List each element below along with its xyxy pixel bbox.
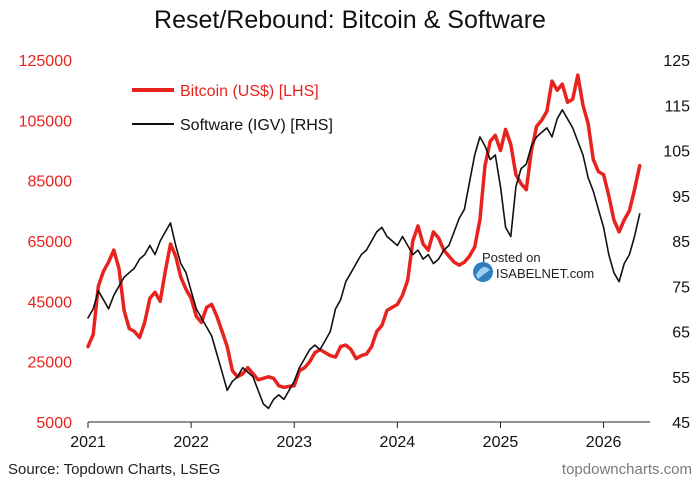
watermark-line2: ISABELNET.com [496,266,594,281]
x-tick-label: 2026 [586,434,622,451]
left-tick-label: 65000 [28,234,73,251]
right-tick-label: 75 [672,279,690,296]
right-axis-ticks: 45 55 65 75 85 95 105 115 125 [663,53,690,432]
legend: Bitcoin (US$) [LHS] Software (IGV) [RHS] [132,83,333,134]
right-tick-label: 115 [664,98,690,115]
isabelnet-logo-mark [476,266,490,279]
left-tick-label: 5000 [36,415,72,432]
watermark: Posted on ISABELNET.com [473,250,594,282]
source-note: Source: Topdown Charts, LSEG [8,461,220,478]
series-group [86,73,642,410]
left-tick-label: 25000 [28,355,73,372]
right-tick-label: 65 [672,325,690,342]
right-tick-label: 85 [672,234,690,251]
brand-footer: topdowncharts.com [562,461,692,478]
x-tick-label: 2022 [173,434,209,451]
right-tick-label: 105 [663,144,690,161]
left-tick-label: 125000 [19,53,72,70]
right-tick-label: 125 [663,53,690,70]
left-tick-label: 45000 [28,294,73,311]
right-tick-label: 55 [672,370,690,387]
watermark-line1: Posted on [482,250,541,265]
legend-bitcoin-label: Bitcoin (US$) [LHS] [180,83,319,100]
left-tick-label: 105000 [19,113,72,130]
x-tick-label: 2021 [70,434,106,451]
legend-software-label: Software (IGV) [RHS] [180,117,333,134]
chart-title: Reset/Rebound: Bitcoin & Software [154,6,546,34]
right-tick-label: 95 [672,189,690,206]
x-tick-label: 2023 [276,434,312,451]
software-series-line [87,109,641,410]
x-tick-label: 2025 [483,434,519,451]
left-tick-label: 85000 [28,174,73,191]
x-tick-label: 2024 [380,434,416,451]
x-axis-ticks: 2021 2022 2023 2024 2025 2026 [70,422,621,451]
bitcoin-series-line [86,73,642,390]
right-tick-label: 45 [672,415,690,432]
left-axis-ticks: 5000 25000 45000 65000 85000 105000 125000 [19,53,72,432]
